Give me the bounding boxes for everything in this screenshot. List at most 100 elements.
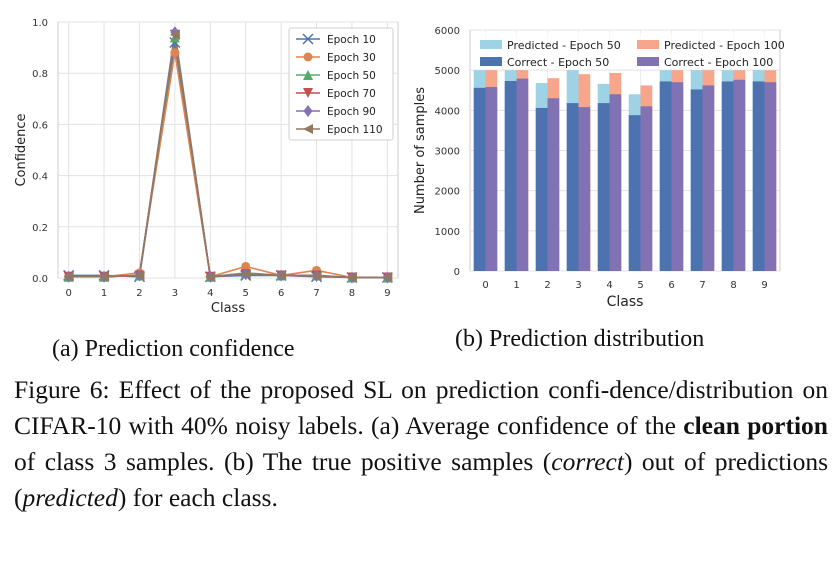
ytick-label-b: 0 xyxy=(454,267,460,278)
legend-swatch xyxy=(637,57,659,66)
xtick-label-a: 8 xyxy=(349,288,355,299)
legend-label-a: Epoch 110 xyxy=(327,124,383,136)
data-point xyxy=(63,271,74,282)
xtick-label-a: 7 xyxy=(313,288,319,299)
bar xyxy=(535,107,548,271)
legend-label-b: Predicted - Epoch 50 xyxy=(507,39,621,52)
xtick-label-a: 4 xyxy=(207,288,213,299)
xtick-label-b: 7 xyxy=(699,280,705,291)
ytick-label-b: 6000 xyxy=(435,26,460,37)
caption-text-4: ) for each class. xyxy=(117,483,278,512)
caption-italic-predicted: predicted xyxy=(22,483,118,512)
caption-text-1: Figure 6: Effect of the proposed SL on p… xyxy=(14,375,828,440)
ytick-label-b: 3000 xyxy=(435,147,460,158)
xtick-label-b: 5 xyxy=(637,280,643,291)
figure-charts: 0.0 0.2 0.4 0.6 0.8 1.0 0 1 2 3 4 5 6 7 8 9 Class Confide… xyxy=(14,18,785,316)
caption-bold-text: clean portion xyxy=(683,411,828,440)
legend-marker xyxy=(303,70,313,80)
xtick-label-a: 1 xyxy=(101,288,107,299)
y-axis-label-a: Confidence xyxy=(14,113,29,186)
data-point xyxy=(276,270,287,281)
data-point xyxy=(241,261,251,271)
xtick-label-b: 1 xyxy=(513,280,519,291)
x-axis-label-a: Class xyxy=(211,301,245,316)
bar xyxy=(628,115,641,271)
bar xyxy=(547,98,560,272)
legend-marker xyxy=(303,105,313,117)
y-axis-label-b: Number of samples xyxy=(413,87,428,214)
legend-swatch xyxy=(480,57,502,66)
legend-label-a: Epoch 70 xyxy=(327,88,376,100)
ytick-label-a: 0.6 xyxy=(32,120,48,131)
data-point xyxy=(240,269,251,280)
xtick-label-b: 0 xyxy=(482,280,488,291)
bar xyxy=(485,87,498,271)
x-axis-label-b: Class xyxy=(607,294,644,310)
xtick-label-a: 2 xyxy=(136,288,142,299)
xtick-label-b: 9 xyxy=(761,280,767,291)
xtick-label-a: 9 xyxy=(384,288,390,299)
legend-marker xyxy=(302,33,314,45)
ytick-label-b: 4000 xyxy=(435,106,460,117)
legend-box-b xyxy=(472,33,778,69)
legend-label-b: Correct - Epoch 50 xyxy=(507,56,609,69)
caption-text-3: ) out of predictions ( xyxy=(14,447,828,512)
ytick-label-a: 0.0 xyxy=(32,274,48,285)
bar xyxy=(671,82,684,271)
legend-box-a xyxy=(288,27,394,141)
bar xyxy=(690,89,703,272)
bar xyxy=(721,81,734,271)
xtick-label-b: 2 xyxy=(544,280,550,291)
legend-marker xyxy=(303,52,313,62)
data-point xyxy=(382,272,393,283)
xtick-label-a: 0 xyxy=(65,288,71,299)
legend-swatch xyxy=(637,40,659,49)
legend-label-a: Epoch 50 xyxy=(327,70,376,82)
xtick-label-a: 3 xyxy=(172,288,178,299)
subcaption-b: (b) Prediction distribution xyxy=(455,326,705,352)
legend-label-a: Epoch 90 xyxy=(327,106,376,118)
legend-marker xyxy=(303,88,313,98)
data-point xyxy=(169,29,180,40)
bar xyxy=(609,94,622,272)
bar xyxy=(597,103,610,271)
legend-label-a: Epoch 10 xyxy=(327,34,376,46)
ytick-label-b: 2000 xyxy=(435,187,460,198)
legend-label-a: Epoch 30 xyxy=(327,52,376,64)
xtick-label-a: 6 xyxy=(278,288,284,299)
legend-swatch xyxy=(480,40,502,49)
bar xyxy=(659,81,672,271)
figure-caption: Figure 6: Effect of the proposed SL on p… xyxy=(14,372,828,516)
xtick-label-b: 3 xyxy=(575,280,581,291)
ytick-label-a: 0.4 xyxy=(32,172,48,183)
series-line xyxy=(68,52,388,279)
data-point xyxy=(134,270,145,281)
ytick-label-a: 0.8 xyxy=(32,69,48,80)
series-line xyxy=(68,34,388,279)
subcaption-a: (a) Prediction confidence xyxy=(52,336,295,362)
legend-label-b: Predicted - Epoch 100 xyxy=(664,39,785,52)
bar xyxy=(516,78,529,271)
ytick-label-b: 1000 xyxy=(435,227,460,238)
data-point xyxy=(205,271,216,282)
legend-marker xyxy=(303,124,313,134)
ytick-label-a: 0.2 xyxy=(32,223,48,234)
bar xyxy=(473,87,486,271)
caption-italic-correct: correct xyxy=(551,447,624,476)
xtick-label-a: 5 xyxy=(243,288,249,299)
confidence-line-chart: 0.0 0.2 0.4 0.6 0.8 1.0 0 1 2 3 4 5 6 7 8 9 Class Confide… xyxy=(14,18,399,316)
bar xyxy=(764,82,777,271)
bar xyxy=(733,79,746,271)
bar xyxy=(504,81,517,272)
xtick-label-b: 8 xyxy=(730,280,736,291)
data-point xyxy=(346,272,357,283)
ytick-label-a: 1.0 xyxy=(32,18,48,29)
prediction-distribution-bar-chart: 0 1000 2000 3000 4000 5000 6000 0 1 2 3 4 5 6 7 8 9 Class… xyxy=(413,26,785,310)
data-point xyxy=(99,271,110,282)
data-point xyxy=(170,48,180,58)
bar xyxy=(702,85,715,272)
xtick-label-b: 6 xyxy=(668,280,674,291)
ytick-label-b: 5000 xyxy=(435,66,460,77)
data-point xyxy=(311,270,322,281)
legend-label-b: Correct - Epoch 100 xyxy=(664,56,773,69)
